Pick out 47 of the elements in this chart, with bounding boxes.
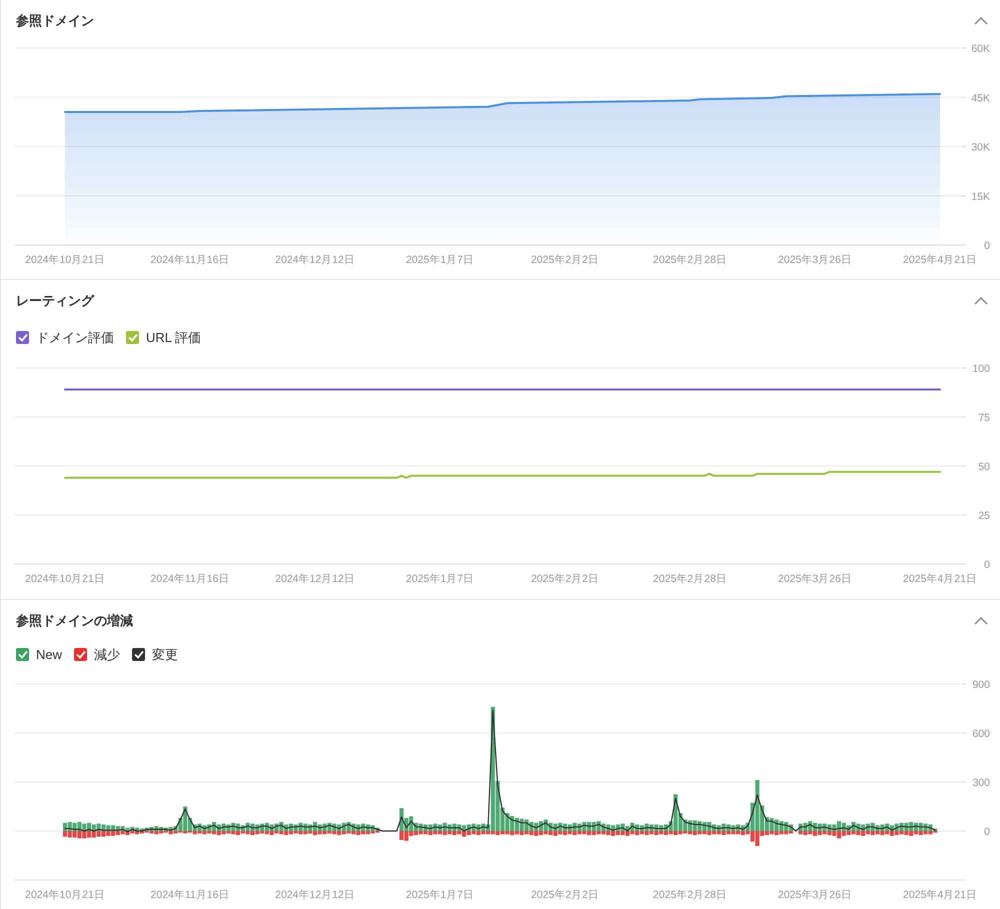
x-tick-label: 2025年1月7日: [406, 889, 474, 901]
y-tick-label: 900: [972, 679, 990, 691]
x-tick-label: 2025年3月26日: [778, 573, 852, 585]
x-tick-label: 2025年1月7日: [406, 573, 474, 585]
x-tick-label: 2024年11月16日: [150, 889, 230, 901]
x-tick-label: 2025年3月26日: [778, 254, 852, 266]
chart-title: 参照ドメイン: [15, 13, 94, 28]
y-tick-label: 50: [978, 461, 990, 473]
legend-label: 減少: [94, 647, 120, 662]
x-tick-label: 2025年2月28日: [653, 889, 727, 901]
x-tick-label: 2024年12月12日: [275, 889, 355, 901]
line-series: [64, 710, 936, 832]
legend-label: 変更: [152, 647, 178, 662]
y-tick-label: 15K: [971, 190, 990, 203]
legend-label: New: [36, 647, 63, 662]
chart-title: 参照ドメインの増減: [15, 613, 133, 628]
y-tick-label: 300: [972, 777, 990, 789]
x-tick-label: 2025年4月21日: [903, 254, 977, 266]
legend-label: URL 評価: [146, 330, 202, 345]
x-tick-label: 2024年11月16日: [150, 254, 230, 266]
x-tick-label: 2024年10月21日: [25, 573, 105, 585]
x-tick-label: 2024年10月21日: [25, 254, 105, 266]
y-tick-label: 45K: [971, 92, 990, 104]
x-tick-label: 2025年2月2日: [530, 254, 600, 266]
x-tick-label: 2024年11月16日: [150, 573, 230, 585]
x-tick-label: 2025年4月21日: [903, 573, 977, 585]
y-tick-label: 75: [978, 412, 990, 424]
x-tick-label: 2025年2月2日: [530, 889, 600, 901]
x-tick-label: 2025年2月28日: [653, 573, 727, 585]
x-tick-label: 2025年3月26日: [778, 889, 852, 901]
y-tick-label: 600: [972, 728, 990, 740]
legend-label: ドメイン評価: [36, 330, 114, 345]
x-tick-label: 2025年1月7日: [406, 254, 474, 266]
x-tick-label: 2025年2月28日: [653, 254, 727, 266]
x-tick-label: 2024年10月21日: [25, 889, 105, 901]
y-tick-label: 30K: [971, 142, 990, 154]
x-tick-label: 2025年4月21日: [903, 889, 977, 901]
y-tick-label: 100: [972, 363, 990, 375]
x-tick-label: 2024年12月12日: [275, 254, 355, 266]
y-tick-label: 60K: [971, 43, 990, 55]
y-tick-label: 0: [984, 559, 990, 571]
y-tick-label: 0: [984, 826, 990, 838]
x-tick-label: 2024年12月12日: [275, 573, 355, 585]
y-tick-label: 25: [978, 510, 990, 522]
chart-title: レーティング: [16, 293, 95, 308]
x-tick-label: 2025年2月2日: [530, 573, 600, 585]
y-tick-label: 0: [984, 240, 990, 252]
